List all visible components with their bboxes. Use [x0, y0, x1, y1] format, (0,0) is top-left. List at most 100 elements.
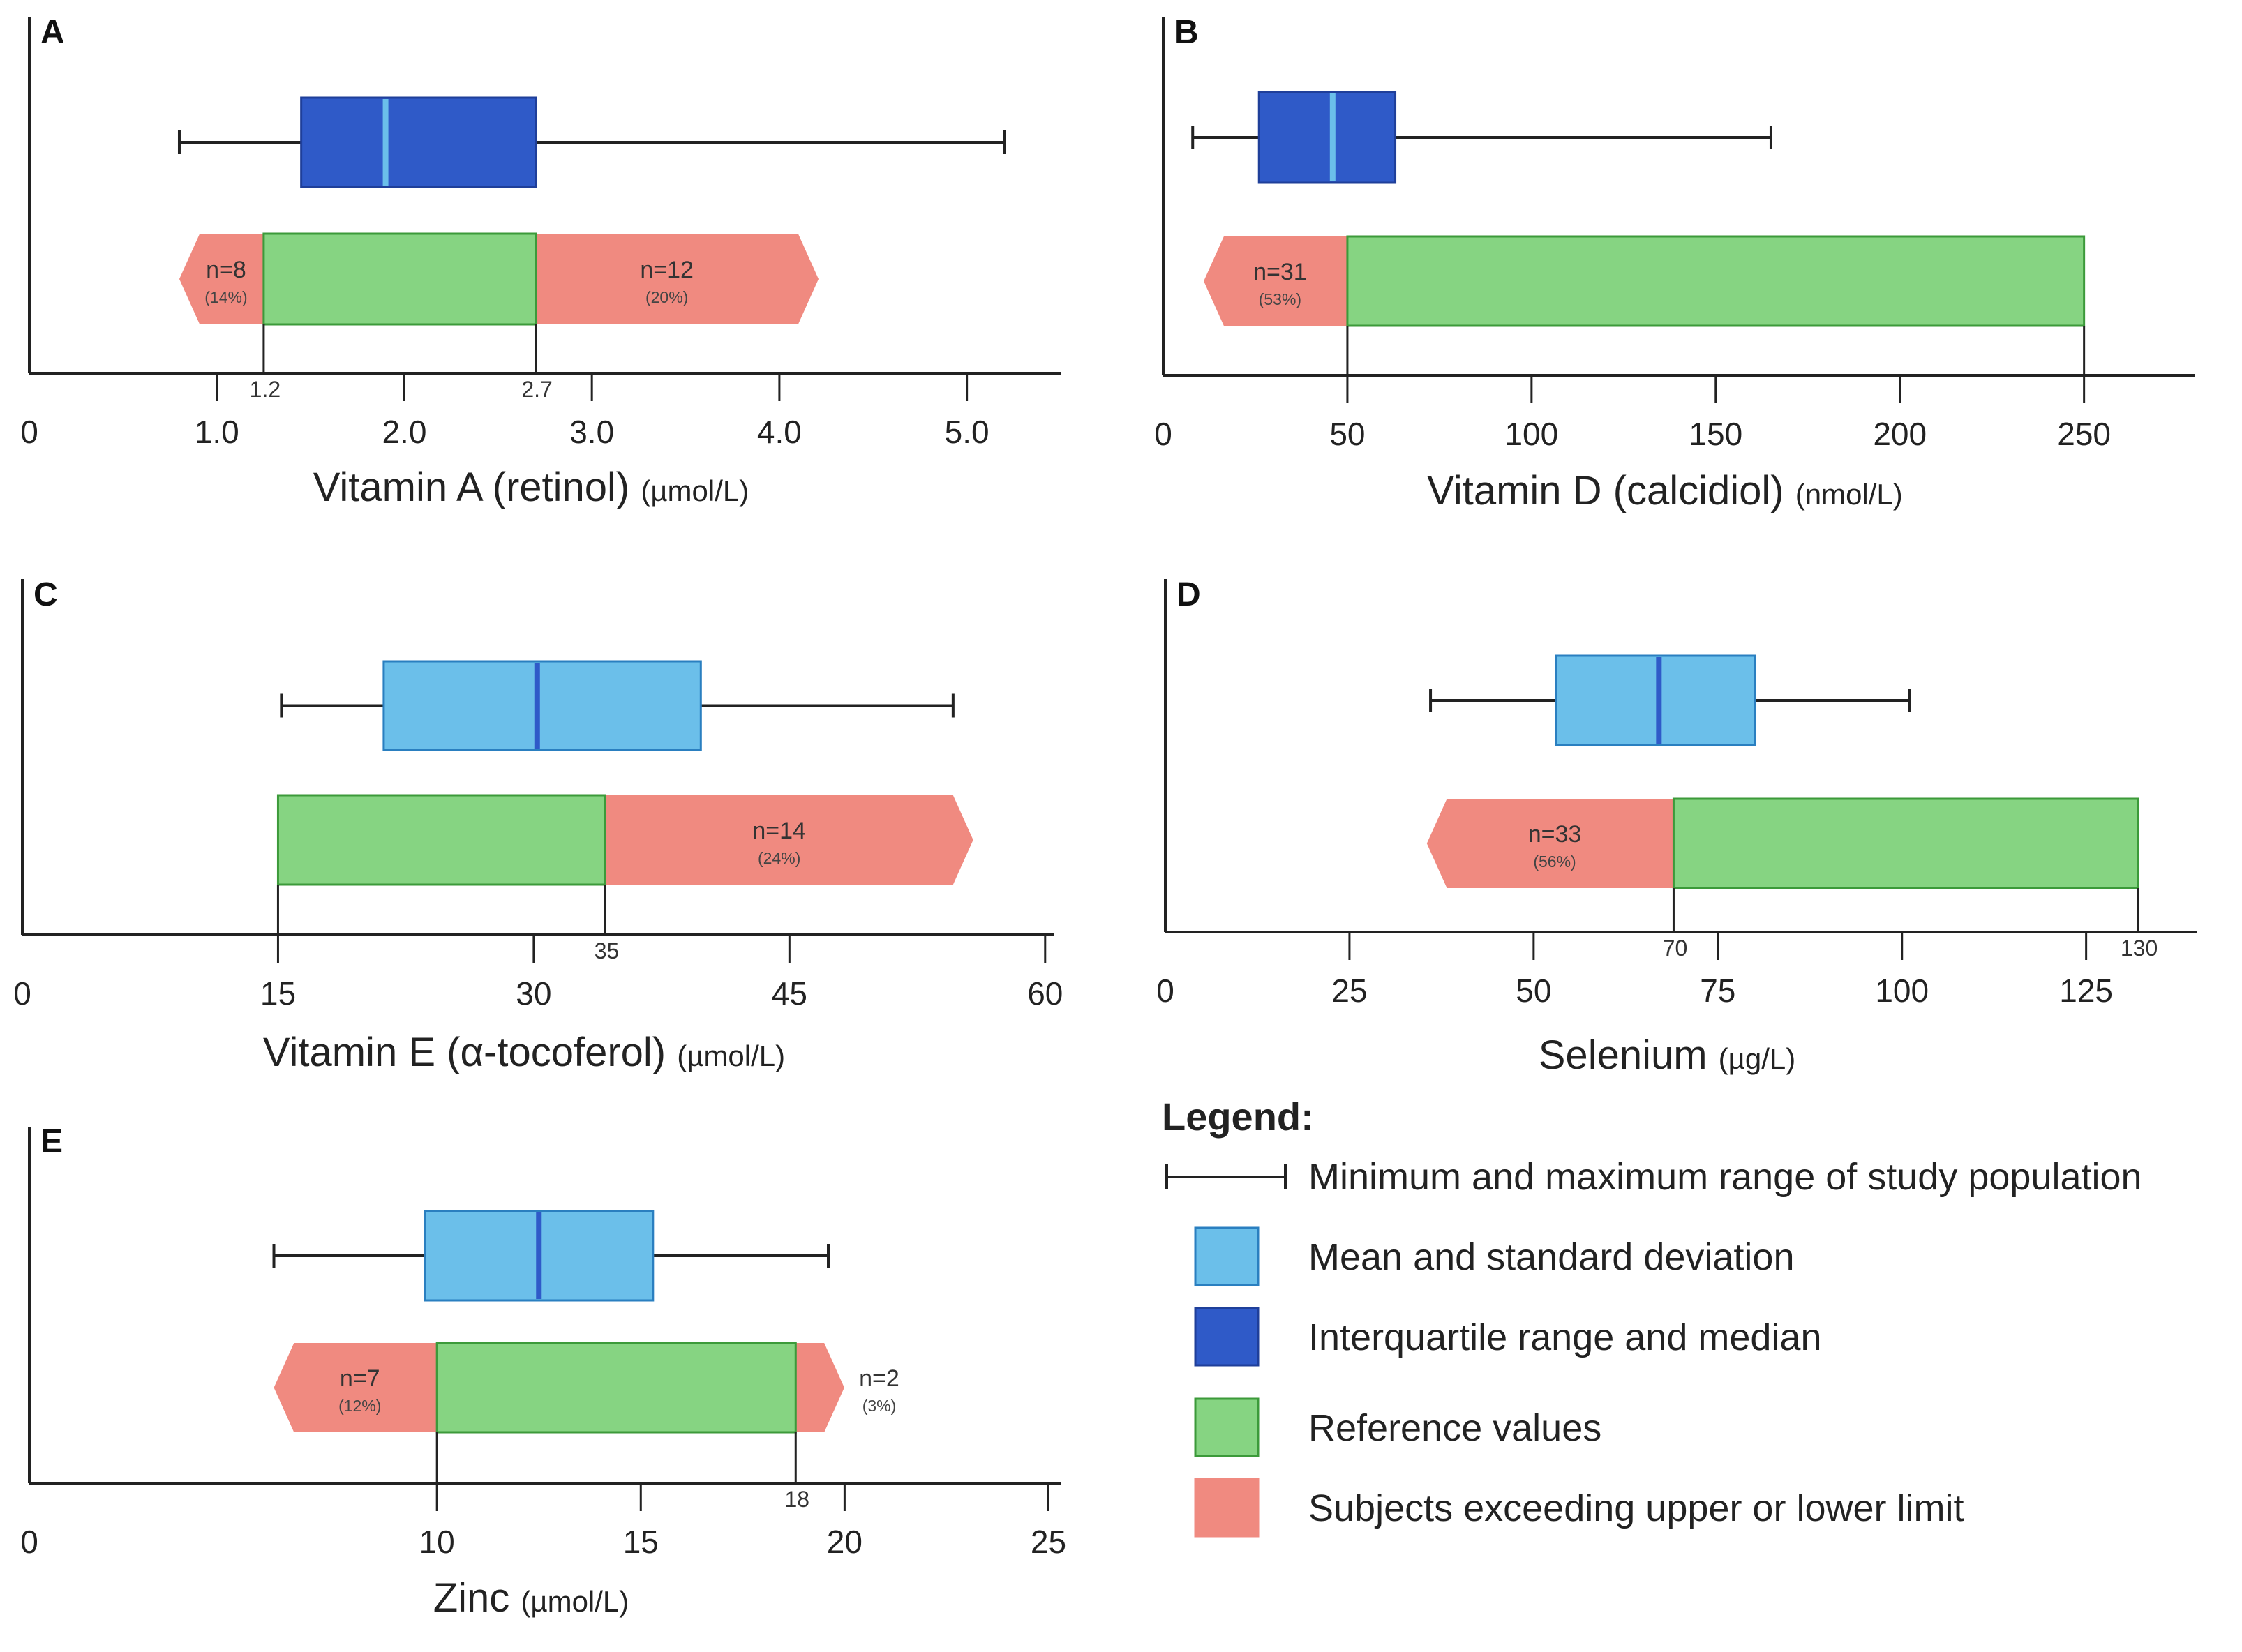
x-tick-label: 250 [2057, 416, 2111, 452]
legend-item-iqr: Interquartile range and median [1194, 1307, 1822, 1367]
reference-boundary-label: 18 [784, 1487, 809, 1512]
panel-letter: E [40, 1123, 63, 1160]
x-tick-label: 0 [20, 1524, 38, 1560]
x-axis-name: Vitamin E (α-tocoferol) [263, 1030, 677, 1075]
x-axis-unit: (µmol/L) [521, 1585, 629, 1618]
x-tick-label: 125 [2059, 973, 2113, 1009]
exceed-high-region [605, 795, 973, 885]
panel-a: A 0 1.0 2.0 3.0 4.0 5.0 n=8 (14%) n=12 (20%) 1.2 2.7… [20, 14, 1061, 510]
legend-label: Mean and standard deviation [1308, 1236, 1795, 1278]
reference-region [262, 232, 537, 326]
exceed-low-count: n=33 [1528, 821, 1582, 848]
iqr-box [300, 96, 537, 188]
reference-region [1346, 235, 2086, 327]
x-tick-label: 30 [516, 975, 551, 1012]
x-axis-unit: (µmol/L) [641, 474, 749, 507]
x-axis-label: Selenium (µg/L) [1539, 1032, 1795, 1078]
exceed-low-count: n=7 [340, 1365, 380, 1392]
legend: Legend: Minimum and maximum range of stud… [1162, 1095, 2142, 1538]
x-tick-label: 60 [1027, 975, 1063, 1012]
legend-item-sd: Mean and standard deviation [1194, 1226, 1795, 1286]
x-axis-name: Selenium [1539, 1032, 1719, 1078]
legend-label: Subjects exceeding upper or lower limit [1308, 1487, 1964, 1529]
x-tick-label: 5.0 [945, 414, 989, 450]
exceed-low-percent: (14%) [204, 288, 247, 306]
reference-boundary-label: 1.2 [250, 377, 281, 402]
exceed-low-percent: (53%) [1259, 290, 1301, 308]
x-tick-label: 25 [1031, 1524, 1066, 1560]
exceed-low-percent: (56%) [1533, 853, 1576, 871]
x-tick-label: 3.0 [569, 414, 614, 450]
x-tick-label: 0 [1156, 973, 1174, 1009]
exceed-high-count: n=2 [859, 1365, 899, 1392]
x-tick-label: 50 [1329, 416, 1365, 452]
panel-b: B 0 50 100 150 200 250 n=31 (53%) Vitamin D (calc… [1154, 14, 2195, 513]
x-axis-label: Vitamin A (retinol) (µmol/L) [313, 465, 749, 510]
exceed-high-region [795, 1343, 844, 1432]
panel-c: C 0 15 30 45 60 n=14 (24%) 35 Vitamin E (α-tocofe… [13, 576, 1063, 1075]
exceed-high-percent: (20%) [645, 288, 688, 306]
exceed-low-region [1204, 236, 1347, 326]
x-tick-label: 45 [772, 975, 807, 1012]
x-axis-unit: (µmol/L) [677, 1039, 785, 1072]
exceed-high-count: n=12 [640, 257, 694, 283]
x-axis-name: Vitamin A (retinol) [313, 465, 641, 510]
x-axis-label: Zinc (µmol/L) [433, 1575, 629, 1621]
x-tick-label: 75 [1700, 973, 1735, 1009]
panel-letter: D [1176, 576, 1201, 613]
x-tick-label: 100 [1504, 416, 1558, 452]
reference-region [435, 1342, 797, 1434]
reference-region [276, 794, 606, 886]
x-axis-name: Zinc [433, 1575, 521, 1621]
exceed-low-region [179, 234, 264, 324]
legend-swatch-reference [1194, 1397, 1260, 1457]
x-tick-label: 0 [1154, 416, 1172, 452]
x-tick-label: 15 [623, 1524, 659, 1560]
exceed-low-count: n=31 [1253, 259, 1307, 285]
x-axis-unit: (µg/L) [1719, 1042, 1796, 1075]
reference-boundary-label: 2.7 [521, 377, 552, 402]
x-tick-label: 100 [1875, 973, 1929, 1009]
x-tick-label: 25 [1331, 973, 1367, 1009]
exceed-high-count: n=14 [752, 818, 806, 844]
exceed-high-percent: (3%) [862, 1397, 897, 1415]
panel-letter: C [33, 576, 58, 613]
legend-label: Interquartile range and median [1308, 1316, 1822, 1358]
legend-swatch-exceed [1194, 1478, 1260, 1538]
panel-letter: A [40, 14, 65, 51]
legend-item-reference: Reference values [1194, 1397, 1601, 1457]
x-axis-label: Vitamin E (α-tocoferol) (µmol/L) [263, 1030, 785, 1075]
x-tick-label: 1.0 [195, 414, 239, 450]
x-tick-label: 0 [20, 414, 38, 450]
x-tick-label: 10 [419, 1524, 455, 1560]
reference-region [1672, 797, 2139, 889]
legend-label: Minimum and maximum range of study popul… [1308, 1156, 2142, 1198]
exceed-low-count: n=8 [206, 257, 246, 283]
exceed-high-region [535, 234, 819, 324]
x-axis-unit: (nmol/L) [1795, 478, 1903, 511]
exceed-low-region [274, 1343, 438, 1432]
legend-title: Legend: [1162, 1095, 1314, 1139]
panel-d: D 0 25 50 75 100 125 n=33 (56%) 70 130 Selenium (µg… [1156, 576, 2197, 1078]
x-tick-label: 15 [260, 975, 296, 1012]
x-axis-name: Vitamin D (calcidiol) [1427, 468, 1795, 513]
legend-item-exceed: Subjects exceeding upper or lower limit [1194, 1478, 1964, 1538]
reference-boundary-label: 35 [595, 938, 620, 963]
sd-box [1555, 654, 1756, 746]
legend-swatch-iqr [1194, 1307, 1260, 1367]
x-tick-label: 200 [1873, 416, 1927, 452]
iqr-box [1257, 91, 1397, 184]
x-tick-label: 4.0 [757, 414, 802, 450]
x-tick-label: 150 [1689, 416, 1742, 452]
legend-label: Reference values [1308, 1407, 1601, 1449]
reference-boundary-label: 70 [1663, 936, 1688, 961]
legend-item-whisker: Minimum and maximum range of study popul… [1165, 1156, 2142, 1198]
exceed-low-region [1426, 799, 1674, 888]
x-tick-label: 0 [13, 975, 31, 1012]
panel-letter: B [1174, 14, 1199, 51]
sd-box [382, 660, 702, 751]
exceed-high-percent: (24%) [758, 849, 800, 867]
x-tick-label: 2.0 [382, 414, 426, 450]
panel-e: E 0 10 15 20 25 n=7 (12%) n=2 (3%) 18 Zinc (µmol/L) [20, 1123, 1066, 1621]
